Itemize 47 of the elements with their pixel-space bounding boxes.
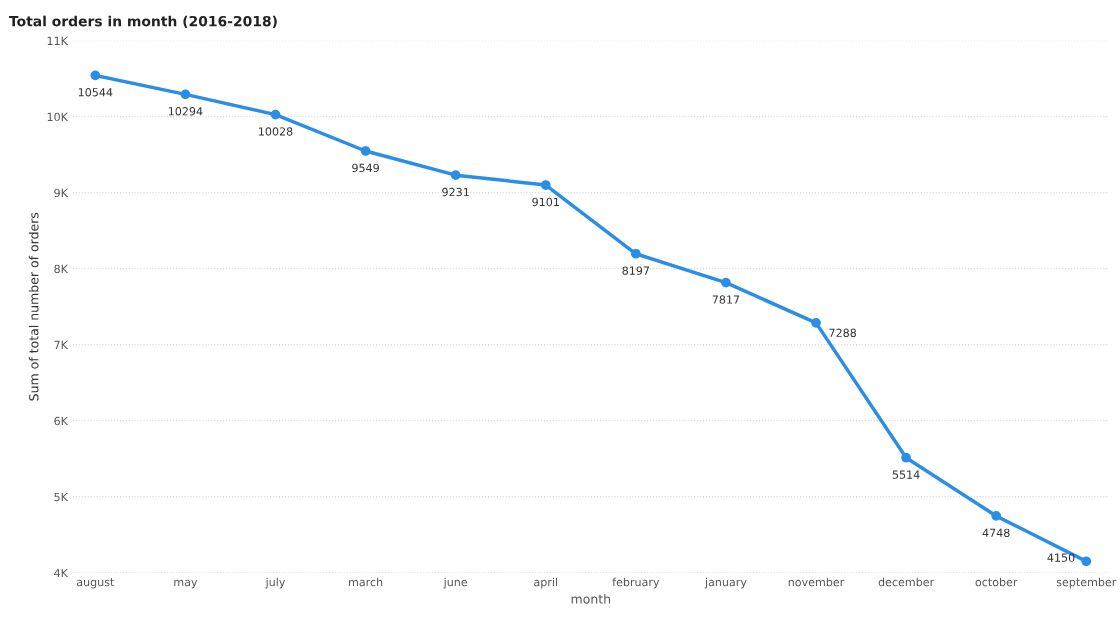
point xyxy=(90,70,101,81)
y-tick-label: 10K xyxy=(47,112,69,122)
point xyxy=(991,511,1002,521)
point xyxy=(1081,556,1092,567)
data-label: 10544 xyxy=(78,88,113,97)
y-axis-title: Sum of total number of orders xyxy=(28,212,39,401)
point xyxy=(450,170,461,181)
y-tick-label: 11K xyxy=(47,36,69,45)
point xyxy=(811,317,821,328)
x-tick-label: november xyxy=(788,577,845,587)
data-label: 10294 xyxy=(168,107,203,116)
x-tick-label: september xyxy=(1056,577,1117,589)
x-tick-label: may xyxy=(174,579,198,589)
data-label: 5514 xyxy=(892,470,920,479)
point xyxy=(721,277,731,288)
point xyxy=(180,89,191,100)
data-label: 10028 xyxy=(259,127,293,136)
x-tick-label: october xyxy=(975,577,1018,587)
x-tick-label: january xyxy=(704,577,747,589)
x-tick-label: february xyxy=(612,577,660,589)
y-tick-label: 6K xyxy=(54,416,69,426)
point xyxy=(630,248,641,259)
data-label: 7817 xyxy=(712,295,740,304)
point xyxy=(360,146,371,156)
data-label: 9549 xyxy=(352,163,379,173)
data-label: 4150 xyxy=(1047,553,1075,562)
data-label: 8197 xyxy=(622,266,650,275)
y-tick-label: 8K xyxy=(54,264,69,274)
x-axis-title: month xyxy=(571,593,611,604)
x-tick-label: june xyxy=(443,577,468,589)
point xyxy=(540,180,551,190)
x-tick-label: april xyxy=(534,577,558,589)
chart-title: Total orders in month (2016-2018) xyxy=(9,15,277,29)
y-tick-label: 4K xyxy=(54,568,69,578)
x-tick-label: july xyxy=(265,577,286,589)
data-label: 7288 xyxy=(829,328,857,338)
point xyxy=(270,109,281,120)
y-tick-label: 9K xyxy=(54,188,69,198)
x-tick-label: march xyxy=(349,577,383,587)
data-label: 4748 xyxy=(982,528,1010,538)
point xyxy=(901,452,911,463)
x-tick-label: august xyxy=(76,578,115,589)
x-tick-label: december xyxy=(878,577,935,587)
y-tick-label: 5K xyxy=(54,492,69,502)
data-label: 9231 xyxy=(442,187,469,197)
y-tick-label: 7K xyxy=(54,340,69,349)
data-label: 9101 xyxy=(532,197,559,207)
